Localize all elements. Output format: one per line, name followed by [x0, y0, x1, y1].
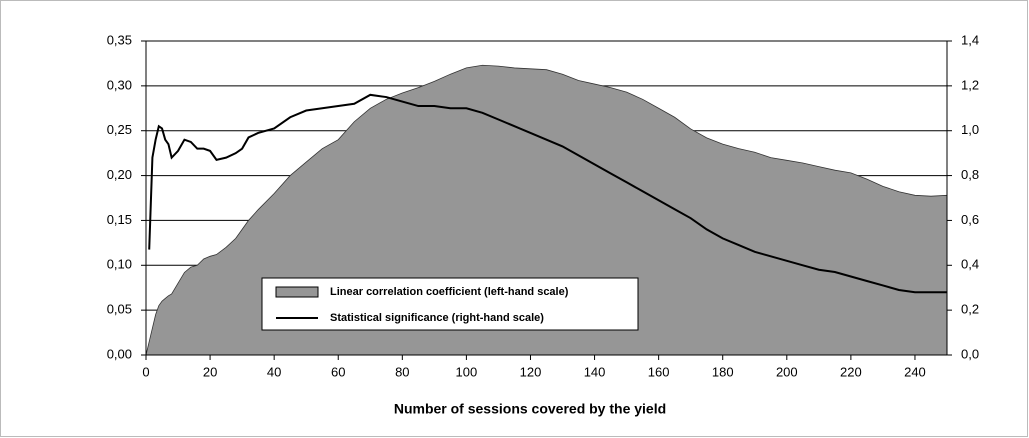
x-axis-title: Number of sessions covered by the yield	[394, 401, 666, 417]
y-tick-label: 0,15	[107, 212, 132, 227]
legend-label: Linear correlation coefficient (left-han…	[330, 286, 569, 298]
x-tick-label: 160	[648, 364, 670, 379]
x-tick-label: 40	[267, 364, 281, 379]
legend-swatch	[275, 286, 319, 298]
legend-box	[261, 277, 639, 331]
line	[148, 93, 947, 294]
x-tick-label: 0	[142, 364, 149, 379]
y-tick-label: 0,05	[107, 302, 132, 317]
y2-tick-label: 0,8	[961, 167, 979, 182]
legend: Linear correlation coefficient (left-han…	[261, 277, 639, 331]
y-tick-label: 0,25	[107, 122, 132, 137]
y2-tick-label: 0,4	[961, 257, 979, 272]
y-tick-label: 0,35	[107, 32, 132, 47]
y2-tick-label: 0,0	[961, 346, 979, 361]
x-tick-label: 220	[840, 364, 862, 379]
x-tick-label: 180	[712, 364, 734, 379]
x-tick-label: 60	[331, 364, 345, 379]
legend-label: Statistical significance (right-hand sca…	[330, 312, 544, 324]
y2-tick-label: 0,6	[961, 212, 979, 227]
y-tick-label: 0,10	[107, 257, 132, 272]
y-tick-label: 0,20	[107, 167, 132, 182]
x-tick-label: 20	[203, 364, 217, 379]
x-tick-label: 240	[904, 364, 926, 379]
x-tick-label: 120	[520, 364, 542, 379]
x-tick-label: 100	[456, 364, 478, 379]
x-tick-label: 80	[395, 364, 409, 379]
y2-tick-label: 1,4	[961, 32, 979, 47]
y2-tick-label: 0,2	[961, 302, 979, 317]
y-tick-label: 0,00	[107, 346, 132, 361]
y-tick-label: 0,30	[107, 77, 132, 92]
x-tick-label: 140	[584, 364, 606, 379]
x-tick-label: 200	[776, 364, 798, 379]
y2-tick-label: 1,2	[961, 77, 979, 92]
y2-tick-label: 1,0	[961, 122, 979, 137]
